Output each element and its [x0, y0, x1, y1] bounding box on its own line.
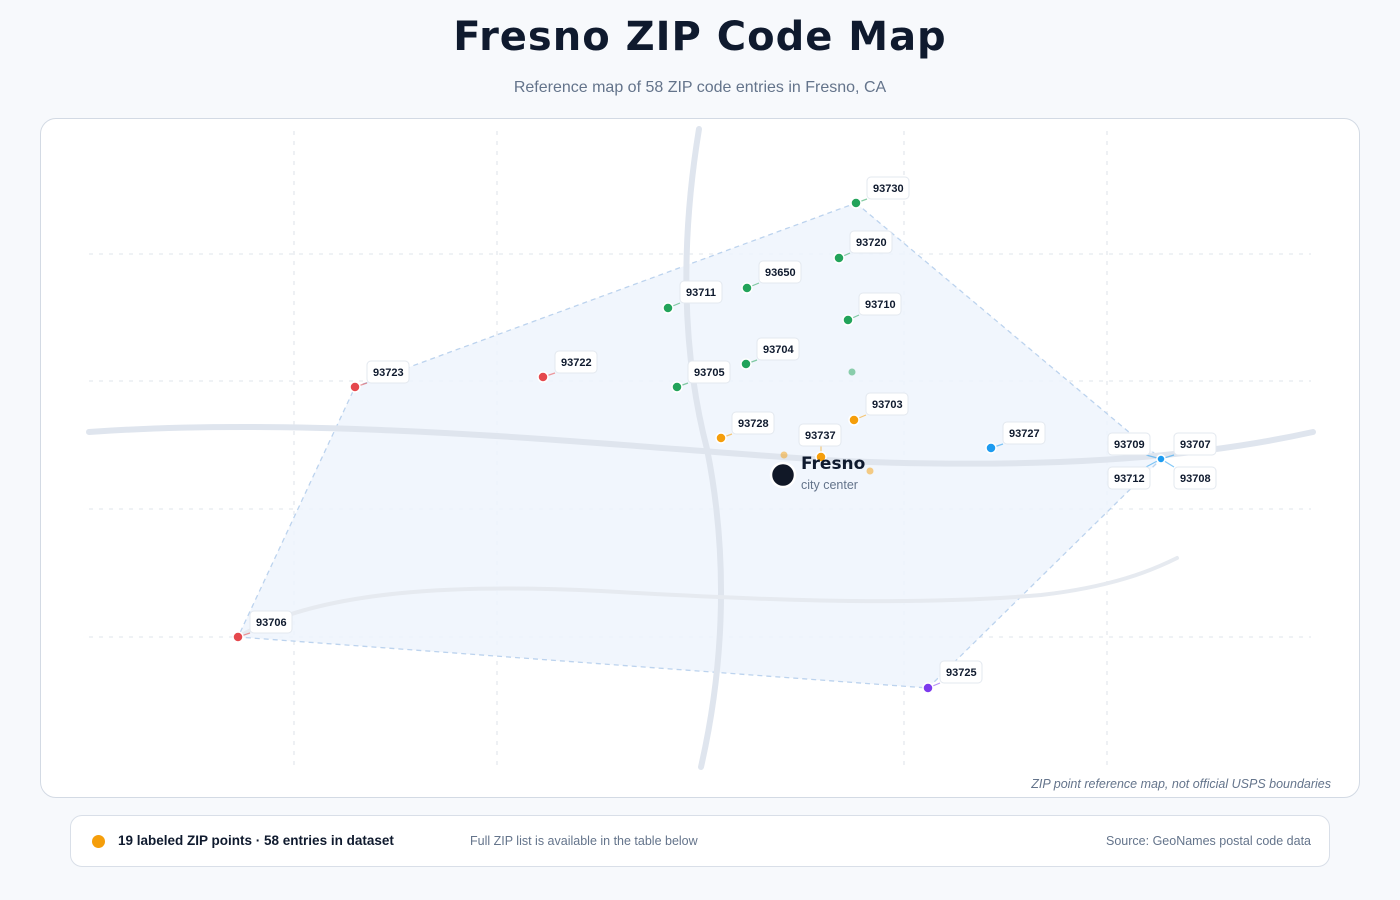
zip-label-bg — [939, 660, 983, 684]
zip-label: 93712 — [1114, 473, 1145, 485]
zip-point — [850, 197, 862, 209]
zip-point — [842, 314, 854, 326]
city-center-dot — [769, 461, 797, 489]
zip-marker-93727[interactable]: 93727 — [985, 421, 1046, 454]
map-panel[interactable]: 93730 93720 93650 93711 93710 93704 93705 93723… — [40, 118, 1360, 798]
zip-point — [848, 414, 860, 426]
zip-label-bg — [554, 350, 598, 374]
zip-marker-93711[interactable]: 93711 — [662, 280, 723, 314]
highway-north-south — [683, 126, 724, 770]
unlabeled-zip-point — [848, 368, 856, 376]
zip-markers: 93730 93720 93650 93711 93710 93704 93705 93723… — [232, 176, 1217, 694]
zip-label-bg — [798, 423, 842, 447]
zip-label: 93706 — [256, 617, 287, 629]
zip-label: 93720 — [856, 237, 887, 249]
zip-point — [815, 451, 827, 463]
zip-marker-93725[interactable]: 93725 — [922, 660, 983, 694]
coverage-area — [237, 202, 1162, 689]
zip-label: 93708 — [1180, 473, 1211, 485]
zip-marker-93704[interactable]: 93704 — [740, 337, 800, 370]
zip-label: 93704 — [763, 344, 794, 356]
zip-point — [349, 381, 361, 393]
zip-label: 93710 — [865, 299, 896, 311]
city-name-label: Fresno — [801, 454, 865, 474]
zip-marker-93703[interactable]: 93703 — [848, 392, 909, 426]
zip-label: 93705 — [694, 367, 725, 379]
legend-hint: Full ZIP list is available in the table … — [470, 834, 698, 848]
zip-marker-93720[interactable]: 93720 — [833, 230, 893, 264]
zip-label-bg — [858, 292, 902, 316]
zip-label: 93737 — [805, 430, 836, 442]
city-center-marker[interactable]: Fresno city center — [769, 454, 865, 492]
roads — [86, 126, 1316, 770]
legend-stat: 19 labeled ZIP points · 58 entries in da… — [118, 833, 394, 848]
zip-label: 93650 — [765, 267, 796, 279]
zip-label-bg — [249, 610, 293, 634]
zip-point — [741, 282, 753, 294]
zip-marker-93705[interactable]: 93705 — [671, 360, 731, 393]
zip-label-bg — [1107, 466, 1151, 490]
zip-label-bg — [679, 280, 723, 304]
zip-marker-93706[interactable]: 93706 — [232, 610, 293, 643]
zip-label: 93727 — [1009, 428, 1040, 440]
zip-point — [1156, 454, 1166, 464]
zip-label: 93725 — [946, 667, 977, 679]
highway-east-west — [86, 423, 1316, 467]
unlabeled-zip-point — [866, 467, 874, 475]
zip-label: 93723 — [373, 367, 404, 379]
zip-label-bg — [366, 360, 410, 384]
zip-point — [740, 358, 752, 370]
road-south — [236, 556, 1179, 639]
zip-label-bg — [849, 230, 893, 254]
map-disclaimer-note: ZIP point reference map, not official US… — [1031, 777, 1331, 791]
zip-point — [833, 252, 845, 264]
zip-marker-93730[interactable]: 93730 — [850, 176, 910, 209]
page-title: Fresno ZIP Code Map — [453, 14, 947, 60]
legend-bar: 19 labeled ZIP points · 58 entries in da… — [70, 815, 1330, 867]
zip-point — [671, 381, 683, 393]
zip-label: 93711 — [686, 287, 716, 299]
zip-point — [537, 371, 549, 383]
zip-label: 93722 — [561, 357, 592, 369]
city-center-sublabel: city center — [801, 478, 858, 492]
zip-label-bg — [1173, 466, 1217, 490]
unlabeled-zip-point — [780, 451, 788, 459]
zip-label-bg — [1173, 432, 1217, 456]
zip-point — [985, 442, 997, 454]
legend-source: Source: GeoNames postal code data — [1106, 834, 1311, 848]
zip-label-bg — [1107, 432, 1151, 456]
zip-label-bg — [687, 360, 731, 384]
legend-dot-icon — [92, 835, 105, 848]
zip-point — [662, 302, 674, 314]
zip-label: 93730 — [873, 183, 904, 195]
zip-map[interactable]: 93730 93720 93650 93711 93710 93704 93705 93723… — [41, 119, 1359, 797]
zip-point — [922, 682, 934, 694]
zip-marker-93710[interactable]: 93710 — [842, 292, 902, 326]
zip-marker-93707[interactable]: 93707 — [1156, 432, 1217, 464]
zip-marker-93650[interactable]: 93650 — [741, 260, 802, 294]
page-subtitle: Reference map of 58 ZIP code entries in … — [513, 79, 887, 96]
zip-marker-93708[interactable]: 93708 — [1156, 454, 1217, 490]
zip-point — [715, 432, 727, 444]
zip-label-bg — [1002, 421, 1046, 445]
zip-label-bg — [865, 392, 909, 416]
zip-label-bg — [866, 176, 910, 200]
zip-marker-93722[interactable]: 93722 — [537, 350, 598, 383]
zip-label-bg — [758, 260, 802, 284]
zip-label: 93703 — [872, 399, 903, 411]
zip-label-bg — [756, 337, 800, 361]
zip-marker-93728[interactable]: 93728 — [715, 411, 775, 444]
zip-label: 93709 — [1114, 439, 1145, 451]
zip-marker-93737[interactable]: 93737 — [798, 423, 842, 463]
zip-label: 93707 — [1180, 439, 1211, 451]
zip-label-bg — [731, 411, 775, 435]
zip-marker-93723[interactable]: 93723 — [349, 360, 410, 393]
zip-point — [232, 631, 244, 643]
zip-label: 93728 — [738, 418, 769, 430]
